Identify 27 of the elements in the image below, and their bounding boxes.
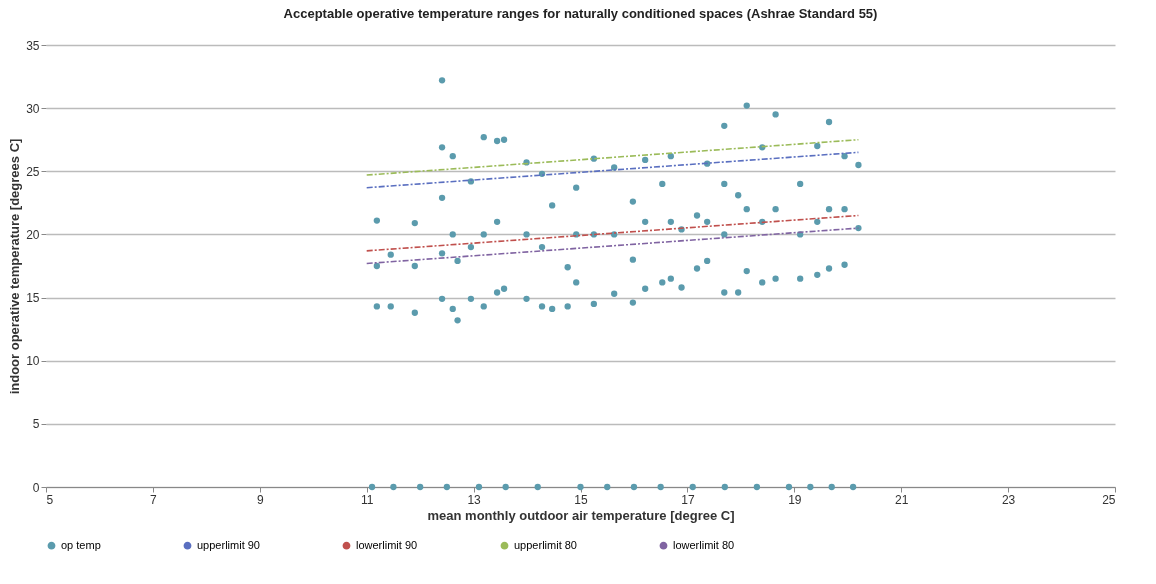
y-tick-label: 20 [26, 227, 40, 242]
y-tick-label: 35 [26, 38, 40, 53]
x-tick-label: 7 [150, 492, 158, 507]
y-tick-label: 10 [26, 354, 40, 369]
y-tick-label: 30 [26, 101, 40, 116]
x-tick-label: 13 [467, 492, 482, 507]
x-axis-title: mean monthly outdoor air temperature [degree C] [427, 507, 735, 523]
x-tick-label: 17 [681, 492, 695, 507]
x-tick-label: 5 [46, 492, 54, 507]
legend-label: op temp [61, 538, 101, 551]
x-tick-label: 11 [360, 492, 374, 507]
y-tick-label: 25 [26, 164, 40, 179]
legend-label: upperlimit 80 [514, 538, 577, 551]
x-tick-label: 25 [1102, 492, 1116, 507]
y-tick-label: 15 [26, 291, 40, 306]
x-tick-label: 19 [788, 492, 802, 507]
y-axis-title: indoor operative temperature [degrees C] [7, 138, 23, 395]
legend-label: lowerlimit 90 [356, 538, 418, 551]
x-tick-label: 9 [256, 492, 264, 507]
x-tick-label: 15 [574, 492, 588, 507]
y-tick-label: 0 [32, 480, 40, 495]
x-tick-label: 21 [895, 492, 909, 507]
y-tick-label: 5 [32, 417, 40, 432]
x-tick-label: 23 [1001, 492, 1016, 507]
legend-label: lowerlimit 80 [673, 538, 735, 551]
chart-title: Acceptable operative temperature ranges for naturally conditioned spaces (Ashrae Standard 55) [283, 6, 878, 21]
legend-label: upperlimit 90 [197, 538, 260, 551]
